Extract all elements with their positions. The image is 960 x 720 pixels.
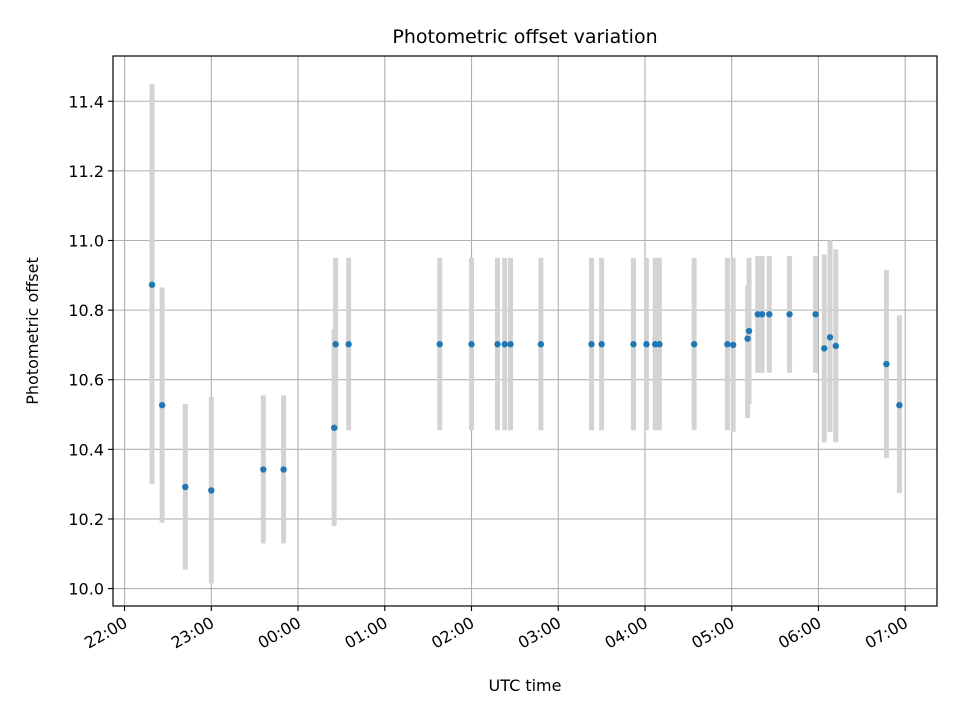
y-tick-label: 11.4 [68, 92, 104, 111]
y-axis-ticks: 10.0 10.2 10.4 10.6 10.8 11.0 11.2 11.4 [68, 92, 113, 599]
grid [113, 56, 937, 606]
x-tick-label: 06:00 [775, 613, 824, 653]
y-tick-label: 10.8 [68, 301, 104, 320]
data-point [332, 341, 339, 348]
y-tick-label: 10.4 [68, 440, 104, 459]
data-point [826, 334, 834, 341]
data-point [148, 281, 156, 288]
x-tick-label: 01:00 [341, 613, 390, 653]
data-point [345, 341, 352, 348]
x-tick-label: 07:00 [862, 613, 911, 653]
data-point [598, 341, 605, 348]
data-point [330, 424, 338, 431]
data-point [588, 341, 595, 348]
data-point [812, 311, 819, 318]
data-point [766, 311, 773, 318]
y-tick-label: 10.2 [68, 510, 104, 529]
data-point [537, 341, 545, 348]
y-tick-label: 11.2 [68, 162, 104, 181]
data-point [690, 341, 698, 348]
data-point [507, 341, 514, 348]
data-point [208, 487, 215, 494]
data-point [468, 341, 475, 348]
data-point [729, 341, 737, 349]
y-tick-label: 10.0 [68, 580, 104, 599]
x-tick-label: 00:00 [255, 613, 304, 653]
data-point [745, 327, 753, 335]
y-tick-label: 10.6 [68, 371, 104, 390]
data-point [758, 311, 766, 318]
chart-title: Photometric offset variation [392, 26, 657, 48]
y-axis-label: Photometric offset [23, 257, 42, 405]
x-axis-ticks: 22:00 23:00 00:00 01:00 02:00 03:00 04:00 05:00… [81, 606, 911, 653]
data-point [821, 345, 828, 352]
data-point [260, 466, 267, 473]
data-points [148, 281, 903, 494]
data-point [158, 401, 166, 409]
x-tick-label: 04:00 [602, 613, 651, 653]
data-point [832, 342, 840, 350]
error-bars [149, 83, 902, 584]
x-tick-label: 03:00 [515, 613, 564, 653]
data-point [643, 341, 650, 348]
x-axis-label: UTC time [489, 676, 562, 695]
data-point [436, 341, 443, 348]
x-tick-label: 02:00 [428, 613, 477, 653]
data-point [883, 360, 890, 368]
data-point [896, 401, 903, 409]
x-tick-label: 23:00 [168, 613, 217, 653]
data-point [501, 341, 508, 348]
data-point [744, 335, 751, 342]
data-point [656, 341, 663, 348]
x-tick-label: 22:00 [81, 613, 130, 653]
x-tick-label: 05:00 [688, 613, 737, 653]
data-point [280, 466, 287, 473]
data-point [630, 341, 637, 348]
plot-frame [112, 55, 938, 607]
data-point [786, 311, 793, 318]
data-point [494, 341, 501, 348]
data-point [182, 483, 189, 491]
y-tick-label: 11.0 [68, 231, 104, 250]
data-point [724, 341, 731, 348]
